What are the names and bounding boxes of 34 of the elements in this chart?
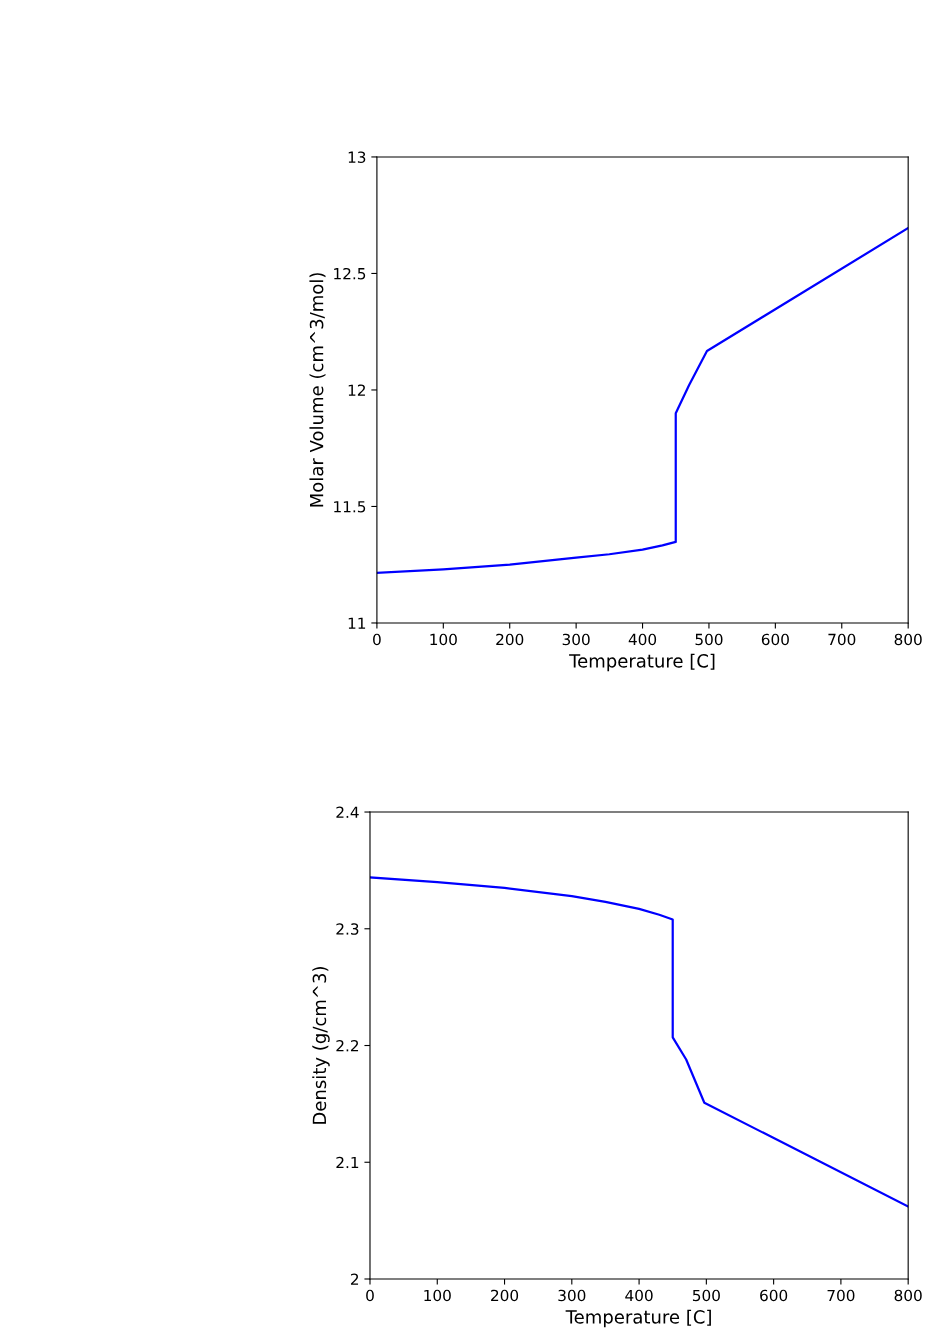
x-tick-label: 400 [625,1289,653,1302]
y-tick-label: 2.4 [336,806,359,818]
x-tick-label: 300 [562,633,590,646]
x-tick-label: 700 [827,1289,855,1302]
x-tick-label: 400 [628,633,657,646]
x-tick-label: 100 [430,633,457,646]
x-tick-label: 800 [894,1289,922,1302]
y-tick-label: 12.5 [334,267,366,280]
x-tick-label: 600 [761,633,789,646]
y-tick-label: 2 [350,1273,359,1285]
x-tick-label: 0 [373,633,381,646]
y-axis-title: Molar Volume (cm^3/mol) [309,273,326,507]
x-tick-label: 800 [894,633,922,646]
x-tick-label: 500 [692,1289,720,1302]
y-axis-title: Density (g/cm^3) [312,966,330,1124]
y-tick-label: 11 [348,617,366,629]
y-tick-label: 2.1 [336,1156,359,1169]
x-tick-label: 500 [695,633,723,646]
x-tick-label: 100 [424,1289,451,1302]
y-tick-label: 11.5 [334,501,366,513]
x-tick-label: 600 [760,1289,788,1302]
x-tick-label: 200 [491,1289,519,1302]
line-series [369,876,909,1208]
x-tick-label: 0 [366,1289,374,1302]
x-axis-title: Temperature [C] [569,653,715,672]
x-tick-label: 300 [558,1289,586,1302]
x-tick-label: 200 [496,633,524,646]
x-axis-title: Temperature [C] [565,1309,711,1328]
y-tick-label: 12 [348,384,365,396]
x-tick-label: 700 [828,633,856,646]
y-tick-label: 2.3 [336,923,359,935]
y-tick-label: 13 [348,151,366,163]
y-tick-label: 2.2 [336,1039,359,1052]
line-series [376,226,909,574]
